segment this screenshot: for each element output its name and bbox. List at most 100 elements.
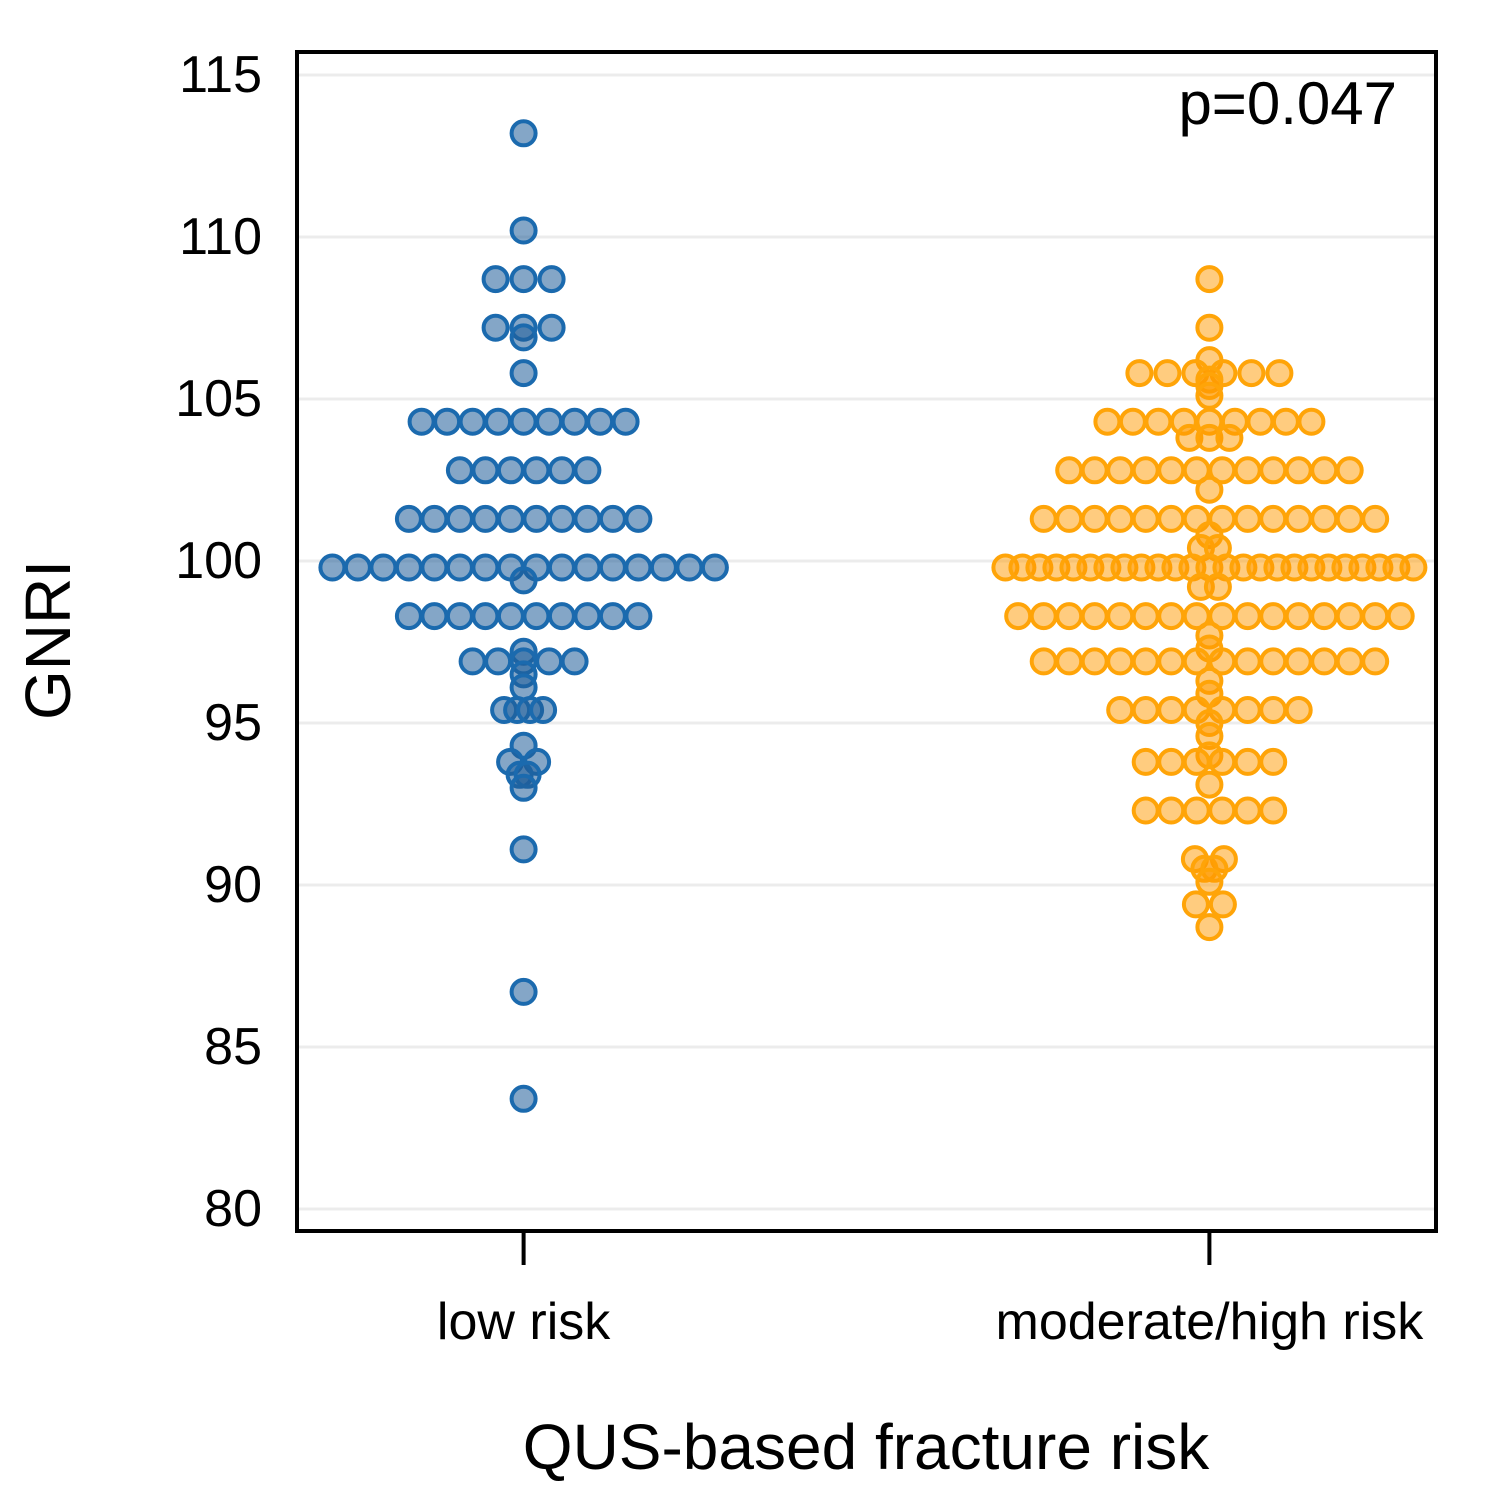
data-point — [535, 647, 564, 676]
y-tick-label-115: 115 — [179, 46, 262, 104]
data-point — [1284, 456, 1313, 485]
data-point — [481, 265, 510, 294]
x-tick-marks — [521, 1233, 1212, 1265]
data-point — [496, 602, 525, 631]
x-tick-label-moderate-high-risk: moderate/high risk — [995, 1293, 1424, 1351]
data-point — [471, 504, 500, 533]
data-point — [1157, 696, 1186, 724]
data-point — [1131, 602, 1160, 631]
data-point — [598, 553, 627, 582]
data-point — [1233, 647, 1262, 676]
data-point — [1157, 796, 1186, 825]
data-point — [1271, 407, 1300, 436]
data-point — [1029, 647, 1058, 676]
data-point — [1233, 696, 1262, 724]
data-point — [369, 553, 398, 582]
data-point — [1215, 423, 1244, 452]
data-point — [471, 456, 500, 485]
data-point — [481, 313, 510, 342]
data-point — [509, 673, 538, 702]
data-point — [1265, 359, 1294, 388]
data-point — [1157, 504, 1186, 533]
data-point — [1157, 602, 1186, 631]
data-point — [529, 696, 558, 724]
data-point — [1080, 602, 1109, 631]
data-point — [1195, 381, 1224, 410]
data-point — [675, 553, 704, 582]
data-point — [1157, 747, 1186, 776]
data-point — [394, 553, 423, 582]
data-point — [1182, 796, 1211, 825]
data-point — [1259, 456, 1288, 485]
data-point — [1181, 890, 1210, 919]
data-point — [1233, 456, 1262, 485]
data-point — [1055, 504, 1084, 533]
data-point — [1386, 602, 1415, 631]
data-point — [1080, 504, 1109, 533]
data-point — [573, 504, 602, 533]
data-point — [1259, 602, 1288, 631]
data-point — [1131, 456, 1160, 485]
data-point — [700, 553, 729, 582]
data-point — [509, 1084, 538, 1113]
data-point — [1399, 553, 1428, 582]
data-point — [1233, 504, 1262, 533]
data-point — [1157, 647, 1186, 676]
data-point — [445, 504, 474, 533]
data-point — [509, 407, 538, 436]
plot-border — [295, 50, 1438, 1233]
data-point — [1259, 504, 1288, 533]
data-point — [1335, 647, 1364, 676]
data-point — [407, 407, 436, 436]
data-point — [1004, 602, 1033, 631]
data-point — [624, 504, 653, 533]
data-point — [598, 602, 627, 631]
data-point — [522, 602, 551, 631]
data-point — [1106, 504, 1135, 533]
data-point — [624, 553, 653, 582]
data-point — [509, 566, 538, 595]
data-point — [458, 647, 487, 676]
data-point — [343, 553, 372, 582]
data-point — [420, 602, 449, 631]
data-point — [547, 553, 576, 582]
data-point — [1361, 504, 1390, 533]
x-tick-label-low-risk: low risk — [436, 1293, 611, 1351]
data-point — [1259, 647, 1288, 676]
data-point — [1131, 696, 1160, 724]
data-point — [573, 553, 602, 582]
data-point — [420, 553, 449, 582]
x-axis-title: QUS-based fracture risk — [522, 1411, 1210, 1483]
data-point — [1233, 796, 1262, 825]
data-point — [1093, 407, 1122, 436]
data-point — [1284, 504, 1313, 533]
data-point — [420, 504, 449, 533]
data-point — [496, 456, 525, 485]
data-point — [471, 553, 500, 582]
data-point — [1233, 747, 1262, 776]
data-point — [547, 504, 576, 533]
data-point — [318, 553, 347, 582]
data-point — [458, 407, 487, 436]
data-point — [1233, 602, 1262, 631]
data-point — [509, 216, 538, 245]
data-point — [1029, 504, 1058, 533]
data-point — [1208, 747, 1237, 776]
data-point — [1182, 747, 1211, 776]
plot-area — [295, 50, 1438, 1265]
data-point — [1195, 913, 1224, 942]
data-point — [1153, 359, 1182, 388]
data-point — [1361, 647, 1390, 676]
data-point — [1131, 504, 1160, 533]
data-point — [1259, 747, 1288, 776]
data-point — [560, 647, 589, 676]
data-point — [1080, 456, 1109, 485]
data-point — [1195, 265, 1224, 294]
data-point — [433, 407, 462, 436]
y-tick-label-110: 110 — [179, 208, 262, 266]
y-tick-label-90: 90 — [204, 856, 262, 914]
data-point — [1106, 696, 1135, 724]
data-point — [445, 553, 474, 582]
data-point — [1195, 770, 1224, 799]
